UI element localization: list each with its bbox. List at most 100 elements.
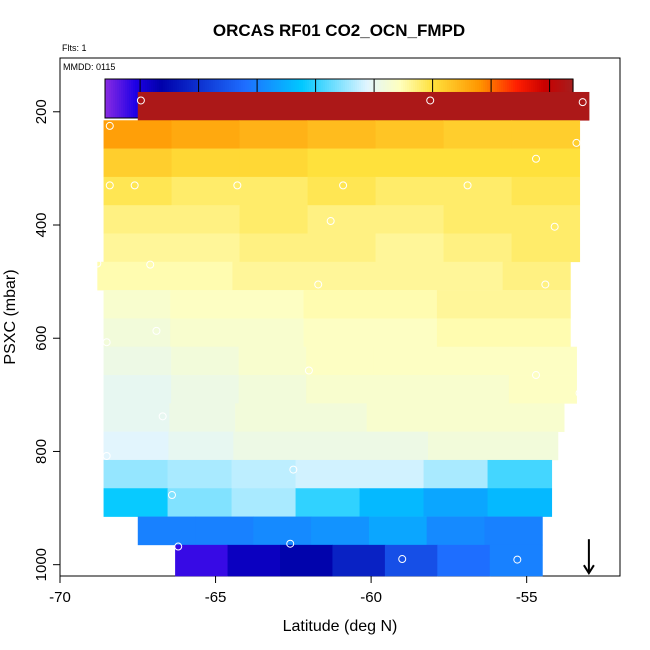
heatmap-cell: [311, 516, 370, 546]
flight-point: [304, 366, 313, 375]
heatmap-cell: [103, 233, 173, 263]
flight-point: [426, 96, 435, 105]
heatmap-cell: [484, 516, 543, 546]
heatmap-cell: [295, 488, 361, 517]
date-note: MMDD: 0115: [63, 62, 115, 72]
heatmap-cell: [375, 176, 445, 206]
flight-point: [130, 181, 139, 190]
x-tick-label: -70: [49, 589, 71, 606]
heatmap-cell: [511, 205, 581, 234]
heatmap-cell: [436, 290, 505, 319]
heatmap-cell: [306, 346, 375, 376]
flight-point: [463, 181, 472, 190]
heatmap-cell: [443, 205, 513, 234]
heatmap-cell: [443, 148, 513, 178]
colorbar-segment: [113, 79, 116, 118]
heatmap-cell: [423, 488, 489, 517]
heatmap-cell: [307, 205, 377, 234]
heatmap-cell: [103, 403, 170, 432]
heatmap-cell: [235, 403, 302, 432]
heatmap-cell: [103, 120, 173, 149]
heatmap-cells: [97, 91, 590, 577]
heatmap-cell: [227, 544, 281, 577]
heatmap-cell: [487, 488, 553, 517]
heatmap-cell: [426, 516, 485, 546]
heatmap-cell: [238, 375, 307, 404]
x-tick-label: -55: [516, 589, 538, 606]
flight-point: [578, 98, 587, 107]
heatmap-cell: [103, 346, 172, 376]
flight-point: [339, 181, 348, 190]
flight-point: [532, 371, 540, 380]
heatmap-cell: [298, 431, 364, 461]
y-axis: 200 400 600 800 1000: [33, 99, 60, 581]
colorbar-segment: [119, 79, 122, 118]
heatmap-cell: [303, 290, 371, 319]
heatmap-cell: [171, 205, 241, 234]
colorbar-segment: [109, 79, 112, 118]
flight-point: [158, 412, 167, 421]
heatmap-cell: [239, 233, 309, 263]
heatmap-cell: [508, 346, 577, 376]
y-tick-label: 1000: [33, 548, 50, 581]
flight-point: [105, 121, 114, 130]
flight-point: [102, 451, 111, 460]
flight-point: [105, 181, 114, 190]
heatmap-cell: [137, 516, 197, 546]
heatmap-cell: [436, 318, 505, 348]
colorbar-segment: [107, 79, 110, 118]
heatmap-cell: [164, 261, 233, 291]
heatmap-cell: [498, 403, 565, 432]
heatmap-cell: [492, 431, 559, 461]
heatmap-cell: [300, 403, 368, 432]
x-tick-label: -60: [360, 589, 382, 606]
heatmap-cell: [103, 205, 173, 234]
flight-point: [541, 280, 550, 289]
heatmap-cell: [231, 459, 297, 489]
heatmap-cell: [375, 233, 445, 263]
heatmap-cell: [359, 488, 425, 517]
heatmap-cell: [103, 290, 171, 319]
heatmap-cell: [375, 148, 445, 178]
heatmap-cell: [511, 176, 581, 206]
heatmap-cell: [232, 261, 301, 291]
heatmap-cell: [103, 318, 171, 348]
heatmap-cell: [168, 431, 234, 461]
y-tick-label: 800: [33, 439, 50, 464]
heatmap-cell: [423, 459, 489, 489]
heatmap-cell: [373, 375, 442, 404]
heatmap-cell: [171, 375, 240, 404]
heatmap-cell: [370, 318, 438, 348]
arrow-head: [583, 564, 595, 576]
heatmap-cell: [441, 346, 510, 376]
heatmap-cell: [373, 346, 442, 376]
heatmap-cell: [332, 544, 386, 577]
heatmap-cell: [103, 148, 173, 178]
y-tick-label: 200: [33, 99, 50, 124]
heatmap-cell: [253, 516, 312, 546]
colorbar-segment: [111, 79, 114, 118]
heatmap-cell: [511, 120, 581, 149]
flight-point: [513, 555, 522, 564]
heatmap-cell: [300, 261, 369, 291]
colorbar-segment: [117, 79, 120, 118]
flight-point: [168, 491, 176, 500]
heatmap-cell: [170, 318, 238, 348]
x-tick-label: -65: [205, 589, 227, 606]
heatmap-cell: [306, 375, 375, 404]
heatmap-cell: [366, 403, 433, 432]
heatmap-cell: [437, 544, 491, 577]
heatmap-cell: [238, 346, 307, 376]
colorbar-segment: [133, 79, 136, 118]
heatmap-cell: [307, 120, 377, 149]
heatmap-cell: [443, 120, 513, 149]
y-tick-label: 400: [33, 212, 50, 237]
heatmap-cell: [508, 375, 577, 404]
colorbar-segment: [121, 79, 124, 118]
heatmap-cell: [307, 233, 377, 263]
heatmap-cell: [103, 459, 169, 489]
heatmap-cell: [171, 120, 241, 149]
heatmap-cell: [167, 459, 233, 489]
heatmap-cell: [428, 431, 494, 461]
